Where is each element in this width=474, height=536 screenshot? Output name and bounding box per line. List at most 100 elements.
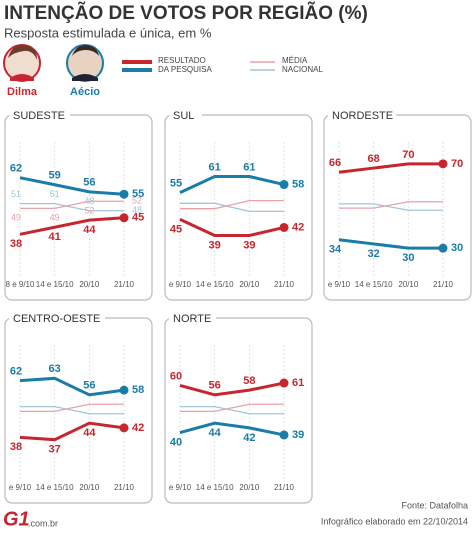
value-label: 55 xyxy=(170,177,182,189)
x-tick-label: 21/10 xyxy=(274,280,295,289)
value-label: 38 xyxy=(10,238,22,250)
series-line xyxy=(180,405,284,415)
value-label: 58 xyxy=(132,384,144,396)
end-dot xyxy=(119,423,129,433)
panel xyxy=(164,114,313,301)
end-dot xyxy=(279,430,289,440)
value-label: 49 xyxy=(11,213,21,223)
value-label: 59 xyxy=(49,170,61,182)
x-tick-label: e 9/10 xyxy=(169,483,192,492)
value-label: 70 xyxy=(402,149,414,161)
value-label: 68 xyxy=(368,153,380,165)
value-label: 42 xyxy=(132,422,144,434)
value-label: 34 xyxy=(329,244,342,256)
value-label: 70 xyxy=(451,158,463,170)
logo: G1 xyxy=(3,508,30,530)
series-line xyxy=(19,376,125,397)
panel xyxy=(323,114,472,301)
panel xyxy=(4,114,153,301)
panel-title: SUL xyxy=(173,110,194,122)
x-tick-label: 20/10 xyxy=(79,483,100,492)
value-label: 30 xyxy=(451,242,463,254)
series-line xyxy=(180,199,284,210)
value-label: 32 xyxy=(368,248,380,260)
value-label: 45 xyxy=(132,212,144,224)
x-tick-label: 21/10 xyxy=(114,280,135,289)
value-label: 58 xyxy=(292,178,304,190)
subtitle: Resposta estimulada e única, em % xyxy=(4,25,212,40)
series-line xyxy=(19,176,125,196)
end-dot xyxy=(119,213,129,223)
series-line xyxy=(179,218,285,237)
value-label: 49 xyxy=(50,213,60,223)
legend-label: RESULTADO xyxy=(158,56,206,65)
x-tick-label: 14 e 15/10 xyxy=(36,483,74,492)
value-label: 61 xyxy=(292,377,304,389)
value-label: 60 xyxy=(170,370,182,382)
panel-tab xyxy=(169,107,202,124)
x-tick-label: 20/10 xyxy=(239,483,260,492)
end-dot xyxy=(119,189,129,199)
x-tick-label: 8 e 9/10 xyxy=(6,280,35,289)
x-tick-label: 14 e 15/10 xyxy=(36,280,74,289)
value-label: 56 xyxy=(209,380,221,392)
x-tick-label: 20/10 xyxy=(239,280,260,289)
value-label: 52 xyxy=(132,196,142,206)
panel-title: SUDESTE xyxy=(13,110,65,122)
series-line xyxy=(19,421,125,442)
value-label: 42 xyxy=(292,221,304,233)
logo-domain: .com.br xyxy=(28,518,58,528)
value-label: 52 xyxy=(84,206,94,216)
value-label: 37 xyxy=(49,444,61,456)
legend-label: NACIONAL xyxy=(282,65,323,74)
x-tick-label: 14 e 15/10 xyxy=(355,280,393,289)
end-dot xyxy=(279,378,289,388)
panel-tab xyxy=(9,107,70,124)
series-line xyxy=(180,202,284,213)
end-dot xyxy=(438,159,448,169)
end-dot xyxy=(119,385,129,395)
legend-label: MÉDIA xyxy=(282,56,308,65)
value-label: 41 xyxy=(49,231,61,243)
value-label: 66 xyxy=(329,157,341,169)
series-line xyxy=(338,238,443,250)
series-line xyxy=(180,403,284,413)
value-label: 55 xyxy=(132,188,144,200)
x-tick-label: 21/10 xyxy=(274,483,295,492)
value-label: 44 xyxy=(83,224,96,236)
value-label: 56 xyxy=(83,380,95,392)
candidate-name: Dilma xyxy=(7,86,38,98)
end-dot xyxy=(279,180,289,190)
panel-title: CENTRO-OESTE xyxy=(13,313,100,325)
series-line xyxy=(338,162,443,174)
x-tick-label: 14 e 15/10 xyxy=(196,483,234,492)
value-label: 51 xyxy=(11,189,21,199)
title: INTENÇÃO DE VOTOS POR REGIÃO (%) xyxy=(4,2,368,24)
series-line xyxy=(20,403,124,413)
value-label: 51 xyxy=(50,189,60,199)
date-note: Infográfico elaborado em 22/10/2014 xyxy=(321,516,468,526)
legend-label: DA PESQUISA xyxy=(158,65,212,74)
series-line xyxy=(20,405,124,415)
panel-title: NORDESTE xyxy=(332,110,393,122)
series-line xyxy=(20,200,124,210)
value-label: 38 xyxy=(10,441,22,453)
x-tick-label: 21/10 xyxy=(114,483,135,492)
x-tick-label: e 9/10 xyxy=(169,280,192,289)
x-tick-label: 21/10 xyxy=(433,280,454,289)
x-tick-label: 14 e 15/10 xyxy=(196,280,234,289)
value-label: 48 xyxy=(132,205,142,215)
value-label: 39 xyxy=(209,239,221,251)
panel-tab xyxy=(328,107,396,124)
series-line xyxy=(339,203,443,211)
x-tick-label: 20/10 xyxy=(398,280,419,289)
series-line xyxy=(179,381,285,397)
value-label: 44 xyxy=(209,427,222,439)
x-tick-label: e 9/10 xyxy=(328,280,351,289)
value-label: 56 xyxy=(83,177,95,189)
value-label: 39 xyxy=(292,429,304,441)
value-label: 62 xyxy=(10,163,22,175)
panel-tab xyxy=(9,310,105,327)
end-dot xyxy=(438,243,448,253)
value-label: 30 xyxy=(402,252,414,264)
